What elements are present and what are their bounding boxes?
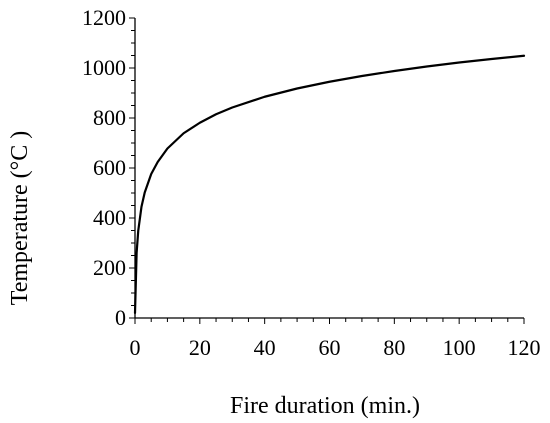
x-tick-label: 40 [254, 335, 276, 360]
y-tick-label: 0 [115, 305, 126, 330]
y-axis: 0 200 400 600 800 1000 1200 [82, 5, 136, 330]
y-tick-label: 800 [93, 105, 126, 130]
y-axis-title: Temperature (°C ) [7, 131, 33, 306]
x-tick-label: 60 [319, 335, 341, 360]
y-tick-label: 200 [93, 255, 126, 280]
x-tick-label: 80 [383, 335, 405, 360]
y-tick-label: 600 [93, 155, 126, 180]
y-tick-label: 400 [93, 205, 126, 230]
y-tick-label: 1000 [82, 55, 126, 80]
x-tick-label: 100 [443, 335, 476, 360]
x-axis-title: Fire duration (min.) [230, 393, 420, 419]
x-tick-label: 0 [130, 335, 141, 360]
x-tick-label: 20 [189, 335, 211, 360]
x-tick-label: 120 [508, 335, 541, 360]
temperature-curve [133, 54, 526, 315]
x-axis: 0 20 40 60 80 100 120 [130, 317, 541, 360]
plot-area [133, 54, 526, 315]
y-tick-label: 1200 [82, 5, 126, 30]
